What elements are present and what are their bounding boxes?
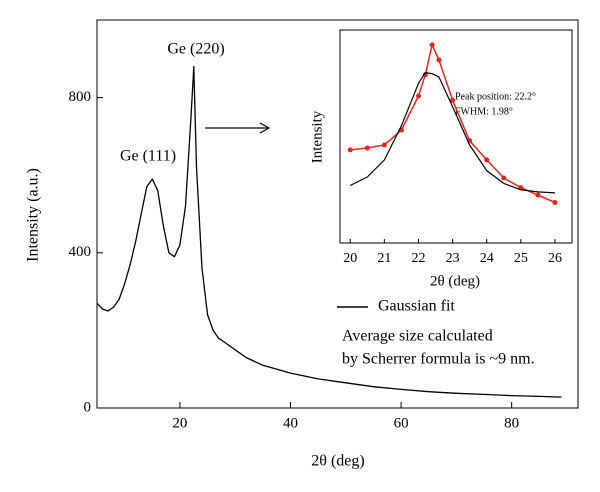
data-point (450, 97, 456, 103)
x-axis-label: 2θ (deg) (430, 273, 480, 289)
annotation: Ge (111) (120, 148, 176, 165)
annotation: Peak position: 22.2° (455, 91, 536, 102)
legend-label: Gaussian fit (378, 298, 455, 315)
annotation: Average size calculated (342, 328, 493, 345)
x-tick-label: 40 (283, 415, 298, 431)
x-tick-label: 80 (504, 415, 519, 431)
annotation: by Scherrer formula is ~9 nm. (342, 351, 535, 368)
data-point (552, 200, 558, 206)
x-tick-label: 24 (480, 251, 494, 266)
data-point (535, 192, 541, 198)
x-tick-label: 26 (548, 251, 562, 266)
data-line (349, 72, 555, 194)
y-axis-label: Intensity (a.u.) (25, 168, 42, 262)
x-tick-label: 20 (343, 251, 357, 266)
y-tick-label: 400 (69, 244, 92, 260)
data-point (347, 147, 353, 153)
arrow-head (259, 122, 271, 134)
annotation: Ge (220) (167, 41, 224, 58)
x-tick-label: 60 (394, 415, 409, 431)
data-point (501, 175, 507, 181)
x-tick-label: 21 (377, 251, 391, 266)
y-tick-label: 0 (84, 399, 92, 415)
data-point (436, 57, 442, 63)
data-point (381, 142, 387, 148)
plot-frame (339, 29, 573, 244)
data-point (484, 157, 490, 163)
x-tick-label: 20 (172, 415, 187, 431)
x-tick-label: 25 (514, 251, 528, 266)
y-tick-label: 800 (69, 89, 92, 105)
y-axis-label: Intensity (309, 110, 325, 163)
plot-frame (96, 19, 579, 409)
data-point (429, 42, 435, 48)
data-point (415, 93, 421, 99)
data-line (96, 65, 562, 398)
annotation: FWHM: 1.98° (455, 106, 513, 117)
data-point (364, 145, 370, 151)
x-tick-label: 23 (446, 251, 460, 266)
x-tick-label: 22 (411, 251, 425, 266)
x-axis-label: 2θ (deg) (311, 453, 364, 470)
